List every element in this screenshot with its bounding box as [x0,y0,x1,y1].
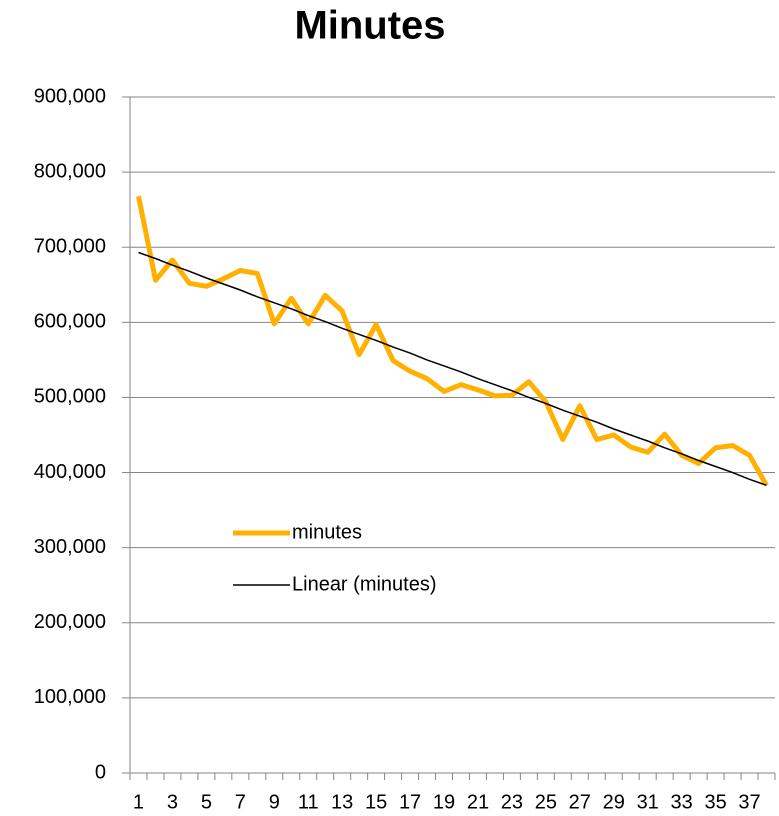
legend-label: Linear (minutes) [292,573,437,595]
x-tick-label: 19 [433,791,455,813]
y-tick-label: 900,000 [34,85,106,107]
x-tick-label: 23 [501,791,523,813]
x-tick-label: 7 [235,791,246,813]
x-tick-label: 1 [133,791,144,813]
y-tick-label: 400,000 [34,461,106,483]
x-tick-label: 11 [298,791,319,813]
x-tick-label: 37 [738,791,760,813]
x-tick-label: 21 [467,791,489,813]
x-tick-label: 17 [399,791,421,813]
y-tick-label: 300,000 [34,536,106,558]
x-tick-label: 33 [671,791,693,813]
x-tick-label: 13 [331,791,353,813]
y-tick-label: 200,000 [34,611,106,633]
x-tick-label: 3 [167,791,178,813]
x-tick-label: 31 [637,791,659,813]
y-tick-label: 700,000 [34,236,106,258]
y-tick-label: 100,000 [34,686,106,708]
chart-title: Minutes [294,4,445,48]
x-tick-label: 25 [535,791,557,813]
x-tick-label: 29 [603,791,625,813]
x-tick-label: 15 [365,791,387,813]
legend-label: minutes [292,521,362,543]
trend-line [138,251,767,487]
x-tick-label: 27 [569,791,591,813]
x-tick-label: 9 [269,791,280,813]
x-tick-label: 35 [704,791,726,813]
x-tick-label: 5 [201,791,212,813]
y-tick-label: 600,000 [34,311,106,333]
data-line [136,195,769,487]
y-tick-label: 0 [95,761,106,783]
y-tick-label: 800,000 [34,160,106,182]
y-tick-label: 500,000 [34,386,106,408]
